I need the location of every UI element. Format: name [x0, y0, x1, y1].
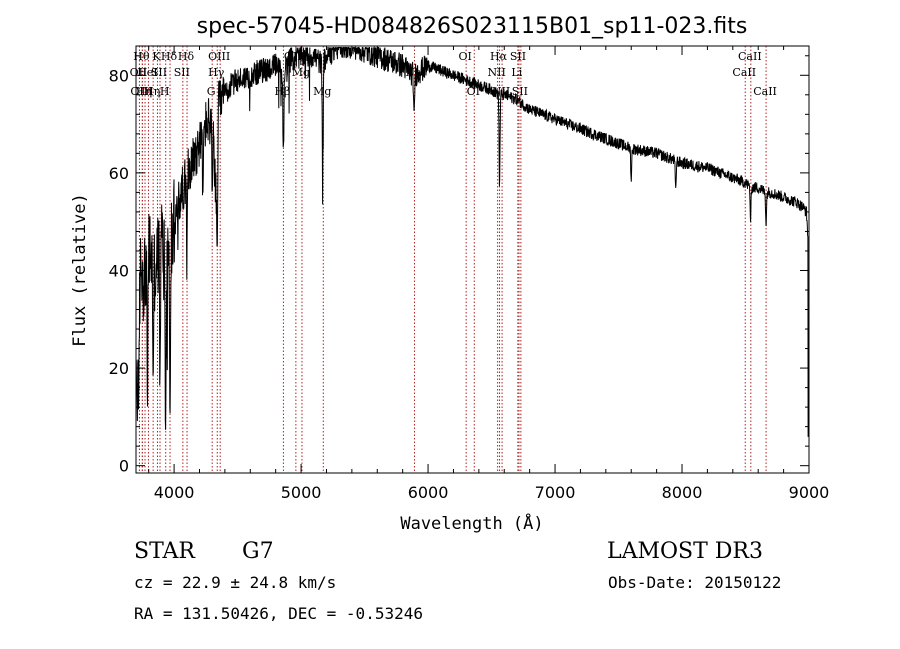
y-axis-ticks: 0 20 40 60 80: [109, 55, 809, 476]
line-markers: [138, 46, 767, 473]
line-marker-label: Hδ: [178, 50, 195, 63]
y-tick-label: 20: [109, 359, 129, 378]
coordinates-readout: RA = 131.50426, DEC = -0.53246: [134, 604, 423, 623]
x-axis-ticks: 4000 5000 6000 7000 8000 9000: [148, 46, 830, 502]
object-class: STAR: [134, 539, 195, 564]
redshift-readout: cz = 22.9 ± 24.8 km/s: [134, 573, 337, 592]
line-marker-label: CaII: [738, 50, 762, 63]
survey-name: LAMOST DR3: [607, 539, 763, 564]
line-marker-label: SII: [151, 66, 167, 79]
line-marker-label: Hη: [144, 85, 160, 98]
line-marker-label: Li: [511, 66, 522, 79]
y-tick-label: 80: [109, 66, 129, 85]
x-tick-label: 7000: [535, 483, 576, 502]
chart-title: spec-57045-HD084826S023115B01_sp11-023.f…: [197, 14, 748, 39]
line-marker-label: OI: [467, 85, 480, 98]
y-tick-label: 60: [109, 164, 129, 183]
plot-frame: [135, 45, 810, 474]
line-marker-label: G: [207, 85, 216, 98]
y-axis-label: Flux (relative): [70, 193, 90, 347]
x-tick-label: 9000: [789, 483, 830, 502]
x-tick-label: 6000: [408, 483, 449, 502]
line-marker-label: OIII: [208, 50, 230, 63]
line-marker-label: SII: [512, 85, 528, 98]
line-marker-label: SII: [174, 66, 190, 79]
line-marker-label: NII: [487, 66, 505, 79]
x-axis-label: Wavelength (Å): [400, 512, 543, 534]
x-tick-label: 4000: [154, 483, 195, 502]
line-marker-label: OI: [458, 50, 471, 63]
line-marker-label: Hα: [490, 50, 508, 63]
spectrum-line: [135, 45, 809, 437]
line-marker-label: Hγ: [208, 66, 225, 79]
line-marker-label: K: [152, 50, 161, 63]
line-marker-label: Hθ: [133, 50, 150, 63]
line-marker-label: H: [160, 85, 170, 98]
line-marker-label: CaII: [732, 66, 756, 79]
line-marker-label: SII: [510, 50, 526, 63]
object-subclass: G7: [242, 539, 274, 564]
y-tick-label: 40: [109, 261, 129, 280]
x-tick-label: 8000: [662, 483, 703, 502]
obs-date-readout: Obs-Date: 20150122: [608, 573, 782, 592]
x-tick-label: 5000: [281, 483, 322, 502]
line-marker-label: Hδ: [161, 50, 178, 63]
line-marker-label: Mg: [292, 66, 310, 79]
y-tick-label: 0: [119, 457, 129, 476]
line-marker-label: CaII: [753, 85, 777, 98]
